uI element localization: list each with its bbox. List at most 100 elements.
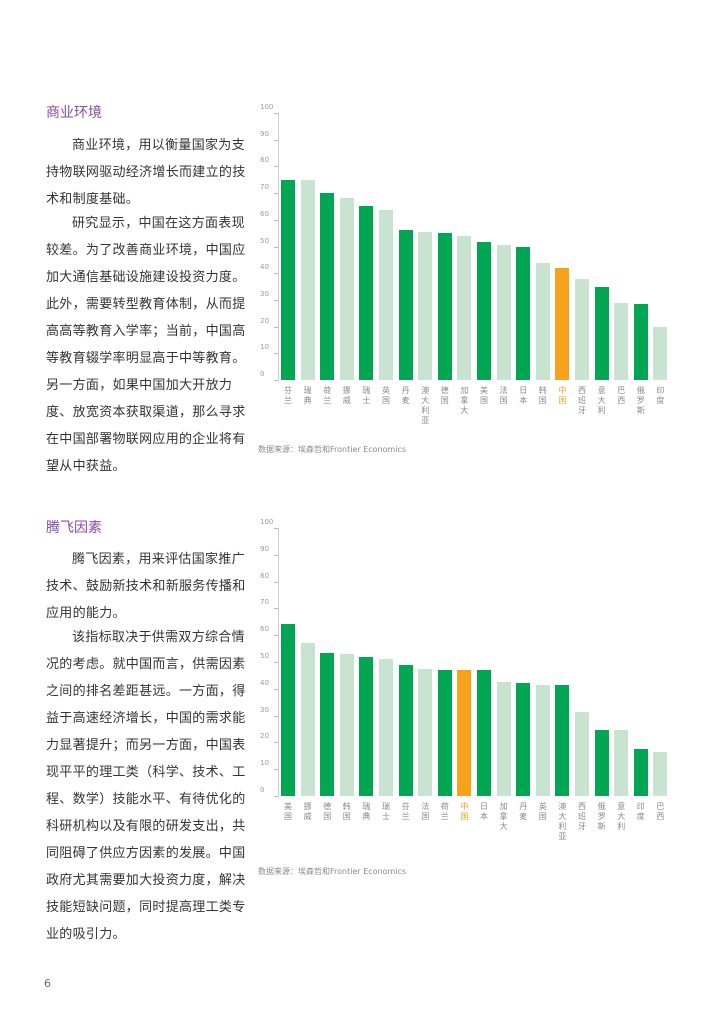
y-axis-tick-label: 70 [260,598,269,607]
x-axis-label: 日本 [480,802,488,821]
bar [633,303,648,380]
bar [555,684,570,796]
y-axis-tick-label: 50 [260,236,269,245]
y-axis-tick-label: 10 [260,343,269,352]
x-axis-label: 挪威 [303,802,312,821]
y-axis-tick-label: 90 [260,129,269,138]
bar [516,246,531,380]
x-axis-label: 英国 [538,802,547,821]
bar [496,682,511,796]
x-axis-label: 德国 [440,386,449,405]
paragraph: 研究显示，中国在这方面表现较差。为了改善商业环境，中国应加大通信基础设施建设投资… [46,216,246,474]
y-axis-tick-label: 20 [260,732,269,741]
paragraph: 商业环境，用以衡量国家为支持物联网驱动经济增长而建立的技术和制度基础。 [46,138,246,207]
x-axis-label: 意大利 [597,386,606,415]
bar [516,683,531,796]
x-axis-label: 美国 [480,386,488,405]
x-axis-label: 西班牙 [578,386,586,415]
y-axis-tick [274,581,279,583]
y-axis-tick [274,380,279,381]
y-axis-tick [274,193,279,195]
bar [437,670,452,796]
y-axis-tick-label: 30 [260,289,269,298]
y-axis-tick [274,715,279,717]
y-axis-tick-label: 100 [260,103,274,111]
bar [320,652,335,796]
y-axis-tick-label: 30 [260,705,269,714]
bar [300,643,315,796]
bar [653,751,668,796]
x-axis-label: 芬兰 [284,386,292,405]
y-axis-tick-label: 80 [260,156,269,165]
y-axis-tick [274,299,279,301]
x-axis-label: 法国 [421,802,430,821]
x-axis-label: 荷兰 [440,802,449,821]
bar [418,231,433,380]
y-axis-tick [274,635,279,637]
bar [594,286,609,380]
bar [281,179,295,380]
x-axis-label: 丹麦 [519,802,528,821]
bar [594,730,609,796]
bar [379,659,393,796]
bar [575,711,589,796]
x-axis-label: 西班牙 [578,802,586,831]
bar-chart-takeoff-factors: 0 10 20 30 40 50 60 70 80 90 100 美国 挪威 德国 韩国 瑞典 瑞士 芬兰 法国 荷兰… [252,512,682,857]
x-axis-label: 中国 [460,802,469,821]
y-axis-tick-label: 20 [260,316,269,325]
bar [320,193,335,380]
bar [379,210,393,380]
y-axis-tick-label: 60 [260,209,269,218]
y-axis-tick-label: 10 [260,759,269,768]
y-axis-tick-label: 60 [260,625,269,634]
section-title-business-environment: 商业环境 [46,105,102,121]
x-axis-label: 法国 [499,386,508,405]
y-axis-tick-label: 80 [260,571,269,580]
bar [437,233,452,380]
bar [457,235,472,380]
bar [281,624,295,796]
x-axis-label: 加拿大 [499,802,508,831]
y-axis-tick [274,554,279,556]
y-axis-tick [274,113,279,114]
chart-source: 数据来源：埃森哲和Frontier Economics [258,445,407,454]
x-axis-label: 德国 [323,802,332,821]
y-axis-tick [274,353,279,355]
bar-chart-business-environment: 0 10 20 30 40 50 60 70 80 90 100 芬兰 瑞典 荷兰 挪威 瑞士 英国 丹麦 澳大利亚… [252,95,682,440]
bar [477,242,491,380]
paragraph: 腾飞因素，用来评估国家推广技术、鼓励新技术和新服务传播和应用的能力。 [46,552,246,621]
bar [339,653,354,796]
bar [457,670,472,796]
bar [535,684,550,796]
x-axis-label: 挪威 [342,386,351,405]
bar [633,749,648,796]
y-axis-tick [274,796,279,797]
x-axis-label: 印度 [636,802,645,821]
x-axis-label: 日本 [519,386,528,405]
x-axis-label: 巴西 [656,802,665,821]
x-axis-label: 巴西 [617,386,626,405]
bar [359,206,374,380]
y-axis-tick-label: 70 [260,183,269,192]
y-axis-tick [274,742,279,744]
x-axis-label: 芬兰 [401,802,410,821]
y-axis-tick-label: 0 [260,786,265,794]
y-axis-tick [274,246,279,248]
y-axis-tick [274,662,279,663]
section-title-takeoff-factors: 腾飞因素 [46,520,102,536]
x-axis-label: 美国 [284,802,292,821]
y-axis-tick [274,608,279,610]
x-axis-label: 瑞士 [382,802,390,821]
y-axis-tick [274,139,279,141]
x-axis-label: 俄罗斯 [597,802,606,831]
x-axis-label: 澳大利亚 [558,802,567,841]
chart-source: 数据来源：埃森哲和Frontier Economics [258,867,407,876]
bar [398,230,413,380]
x-axis-label: 俄罗斯 [636,386,645,415]
y-axis-tick [274,528,279,529]
y-axis-tick [274,166,279,168]
y-axis-tick-label: 100 [260,518,274,526]
bar [575,278,589,380]
x-axis-label: 中国 [558,386,567,405]
bar [614,302,629,380]
